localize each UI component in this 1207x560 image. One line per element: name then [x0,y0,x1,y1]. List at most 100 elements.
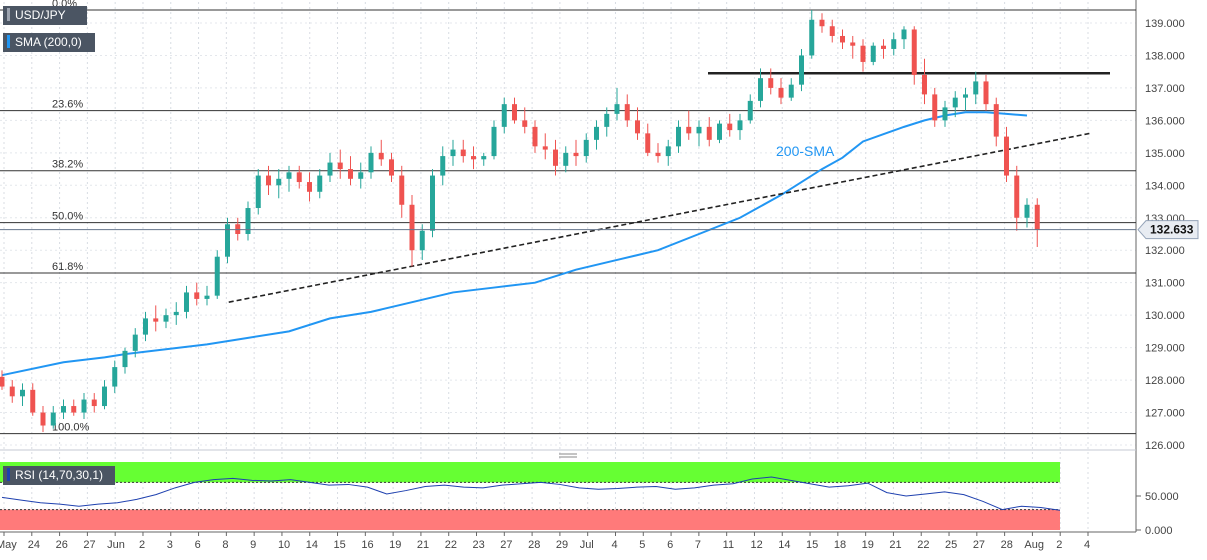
candle-body [153,318,159,322]
candle-body [122,350,128,368]
y-tick-label: 128.000 [1145,375,1185,387]
fibonacci-label: 23.6% [52,99,83,111]
candle-body [799,55,804,85]
candle-body [102,386,107,407]
x-tick-label: 23 [473,539,485,551]
x-tick-label: 19 [862,539,874,551]
sma-legend: SMA (200,0) [3,33,95,52]
candle-body [255,175,261,209]
candle-body [952,97,958,108]
candle-body [676,126,681,147]
x-tick-label: 16 [361,539,373,551]
candle-body [327,162,333,176]
fibonacci-label: 100.0% [52,422,90,434]
x-tick-label: 22 [445,539,457,551]
candle-body [932,94,938,121]
y-tick-label: 127.000 [1145,408,1185,420]
rsi-line [1,476,1061,511]
candle-body [594,126,599,140]
y-tick-label: 131.000 [1145,278,1185,290]
x-tick-label: 6 [195,539,201,551]
y-tick-label: 136.000 [1145,115,1185,127]
candle-body [840,35,845,43]
candle-body [993,104,999,137]
fibonacci-label: 38.2% [52,159,83,171]
candle-body [0,376,5,387]
candle-body [30,389,36,413]
candle-body [665,146,671,157]
last-price-label: 132.633 [1150,223,1194,237]
candle-body [460,149,466,157]
candle-body [491,126,497,157]
x-tick-label: 21 [417,539,429,551]
pair-legend: USD/JPY [3,6,87,25]
candle-body [61,406,66,413]
rsi-swatch-icon [7,468,10,481]
candle-body [573,152,579,157]
candle-body [132,334,138,351]
candle-body [778,87,784,98]
y-tick-label: 129.000 [1145,343,1185,355]
candle-body [194,292,200,299]
candle-body [389,159,394,176]
fibonacci-label: 61.8% [52,261,83,273]
sma-200-line [1,111,1028,377]
x-tick-label: 14 [778,539,790,551]
x-tick-label: 5 [639,539,645,551]
candle-body [963,94,968,98]
x-tick-label: Jul [580,539,594,551]
candle-body [112,367,118,387]
candle-body [860,45,866,62]
candle-body [276,178,282,186]
x-tick-label: 10 [278,539,290,551]
candle-body [71,406,77,413]
candle-body [235,224,241,234]
candle-body [563,152,569,166]
sma-swatch-icon [7,35,10,48]
candle-body [266,175,271,186]
candle-body [583,139,589,157]
x-tick-label: 11 [723,539,734,551]
x-tick-label: 18 [834,539,846,551]
candle-body [891,39,897,49]
candle-body [81,399,87,413]
fibonacci-label: 50.0% [52,211,83,223]
x-tick-label: 9 [250,539,256,551]
candle-body [942,107,948,121]
candle-body [901,29,907,40]
candle-body [337,162,343,170]
y-tick-label: 130.000 [1145,310,1185,322]
rsi-y-tick-label: 50.000 [1145,491,1179,503]
candle-body [348,169,353,179]
x-tick-label: 4 [1084,539,1090,551]
sma-annotation: 200-SMA [776,143,835,159]
x-tick-label: 15 [806,539,818,551]
candle-body [645,133,651,153]
x-tick-label: 24 [28,539,40,551]
candle-body [727,123,733,131]
candle-body [758,78,763,101]
x-tick-label: 12 [750,539,762,551]
candle-body [471,156,476,160]
candle-body [973,81,979,95]
x-tick-label: 15 [334,539,346,551]
candle-body [655,152,661,157]
candle-body [143,318,148,335]
candle-body [481,156,487,160]
candle-body [399,175,405,205]
candle-body [522,120,528,127]
candle-body [532,126,538,147]
candle-body [911,29,917,75]
candle-body [1034,204,1040,230]
candle-body [1014,175,1020,218]
candle-body [553,149,558,166]
rsi-oversold-zone [0,509,1060,530]
x-tick-label: 21 [889,539,901,551]
x-tick-label: May [0,539,17,551]
candle-body [40,412,46,426]
candle-body [737,120,743,131]
y-tick-label: 137.000 [1145,83,1185,95]
x-tick-label: 6 [667,539,673,551]
y-tick-label: 138.000 [1145,50,1185,62]
